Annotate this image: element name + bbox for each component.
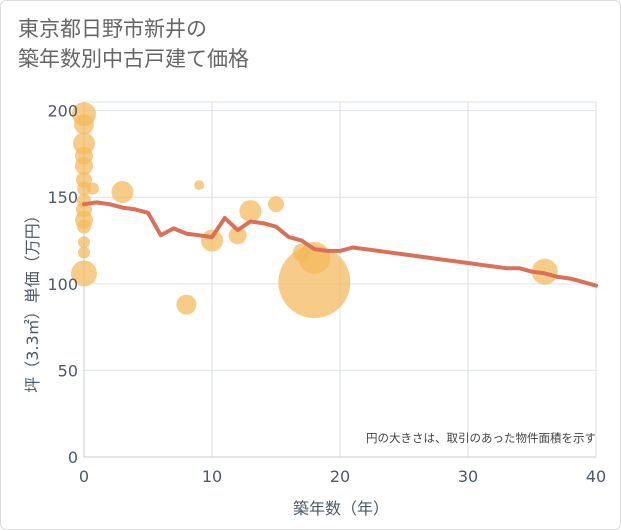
x-tick-label: 10 xyxy=(202,467,222,486)
x-tick-label: 40 xyxy=(586,467,606,486)
trend-line-group xyxy=(82,200,598,288)
average-price-trend-line xyxy=(82,200,598,288)
transaction-bubble xyxy=(194,180,205,191)
transaction-bubble xyxy=(268,196,284,213)
transaction-bubble xyxy=(78,246,90,259)
transaction-bubble xyxy=(75,157,93,176)
transaction-bubble xyxy=(278,246,351,319)
y-tick-label: 100 xyxy=(47,275,78,294)
transaction-bubble xyxy=(176,294,197,315)
transaction-bubble xyxy=(77,181,91,196)
x-tick-label: 20 xyxy=(330,467,350,486)
size-legend-note: 円の大きさは、取引のあった物件面積を示す xyxy=(366,431,596,445)
transaction-bubble xyxy=(86,182,99,195)
y-tick-label: 150 xyxy=(47,188,78,207)
transaction-bubble xyxy=(78,236,90,249)
transaction-bubble xyxy=(74,114,94,135)
x-axis-title: 築年数（年） xyxy=(293,499,389,518)
transaction-bubble xyxy=(111,181,134,204)
transaction-bubble xyxy=(239,200,262,223)
transaction-bubble xyxy=(292,243,311,262)
x-tick-label: 0 xyxy=(79,467,89,486)
transaction-bubble xyxy=(77,219,91,234)
y-axis-title: 坪（3.3㎡）単価（万円） xyxy=(23,207,42,392)
axis-ticks: 0 10 20 30 40 0 50 100 150 200 xyxy=(47,102,606,486)
y-tick-label: 200 xyxy=(47,102,78,121)
chart-title: 東京都日野市新井の 築年数別中古戸建て価格 xyxy=(18,14,538,74)
x-tick-label: 30 xyxy=(458,467,478,486)
transaction-bubble xyxy=(71,260,97,287)
chart-title-line-2: 築年数別中古戸建て価格 xyxy=(18,47,249,71)
y-tick-label: 0 xyxy=(68,448,78,467)
chart-title-line-1: 東京都日野市新井の xyxy=(18,17,207,41)
y-tick-label: 50 xyxy=(58,361,78,380)
transaction-bubble xyxy=(228,226,247,245)
transaction-bubble xyxy=(201,229,223,252)
